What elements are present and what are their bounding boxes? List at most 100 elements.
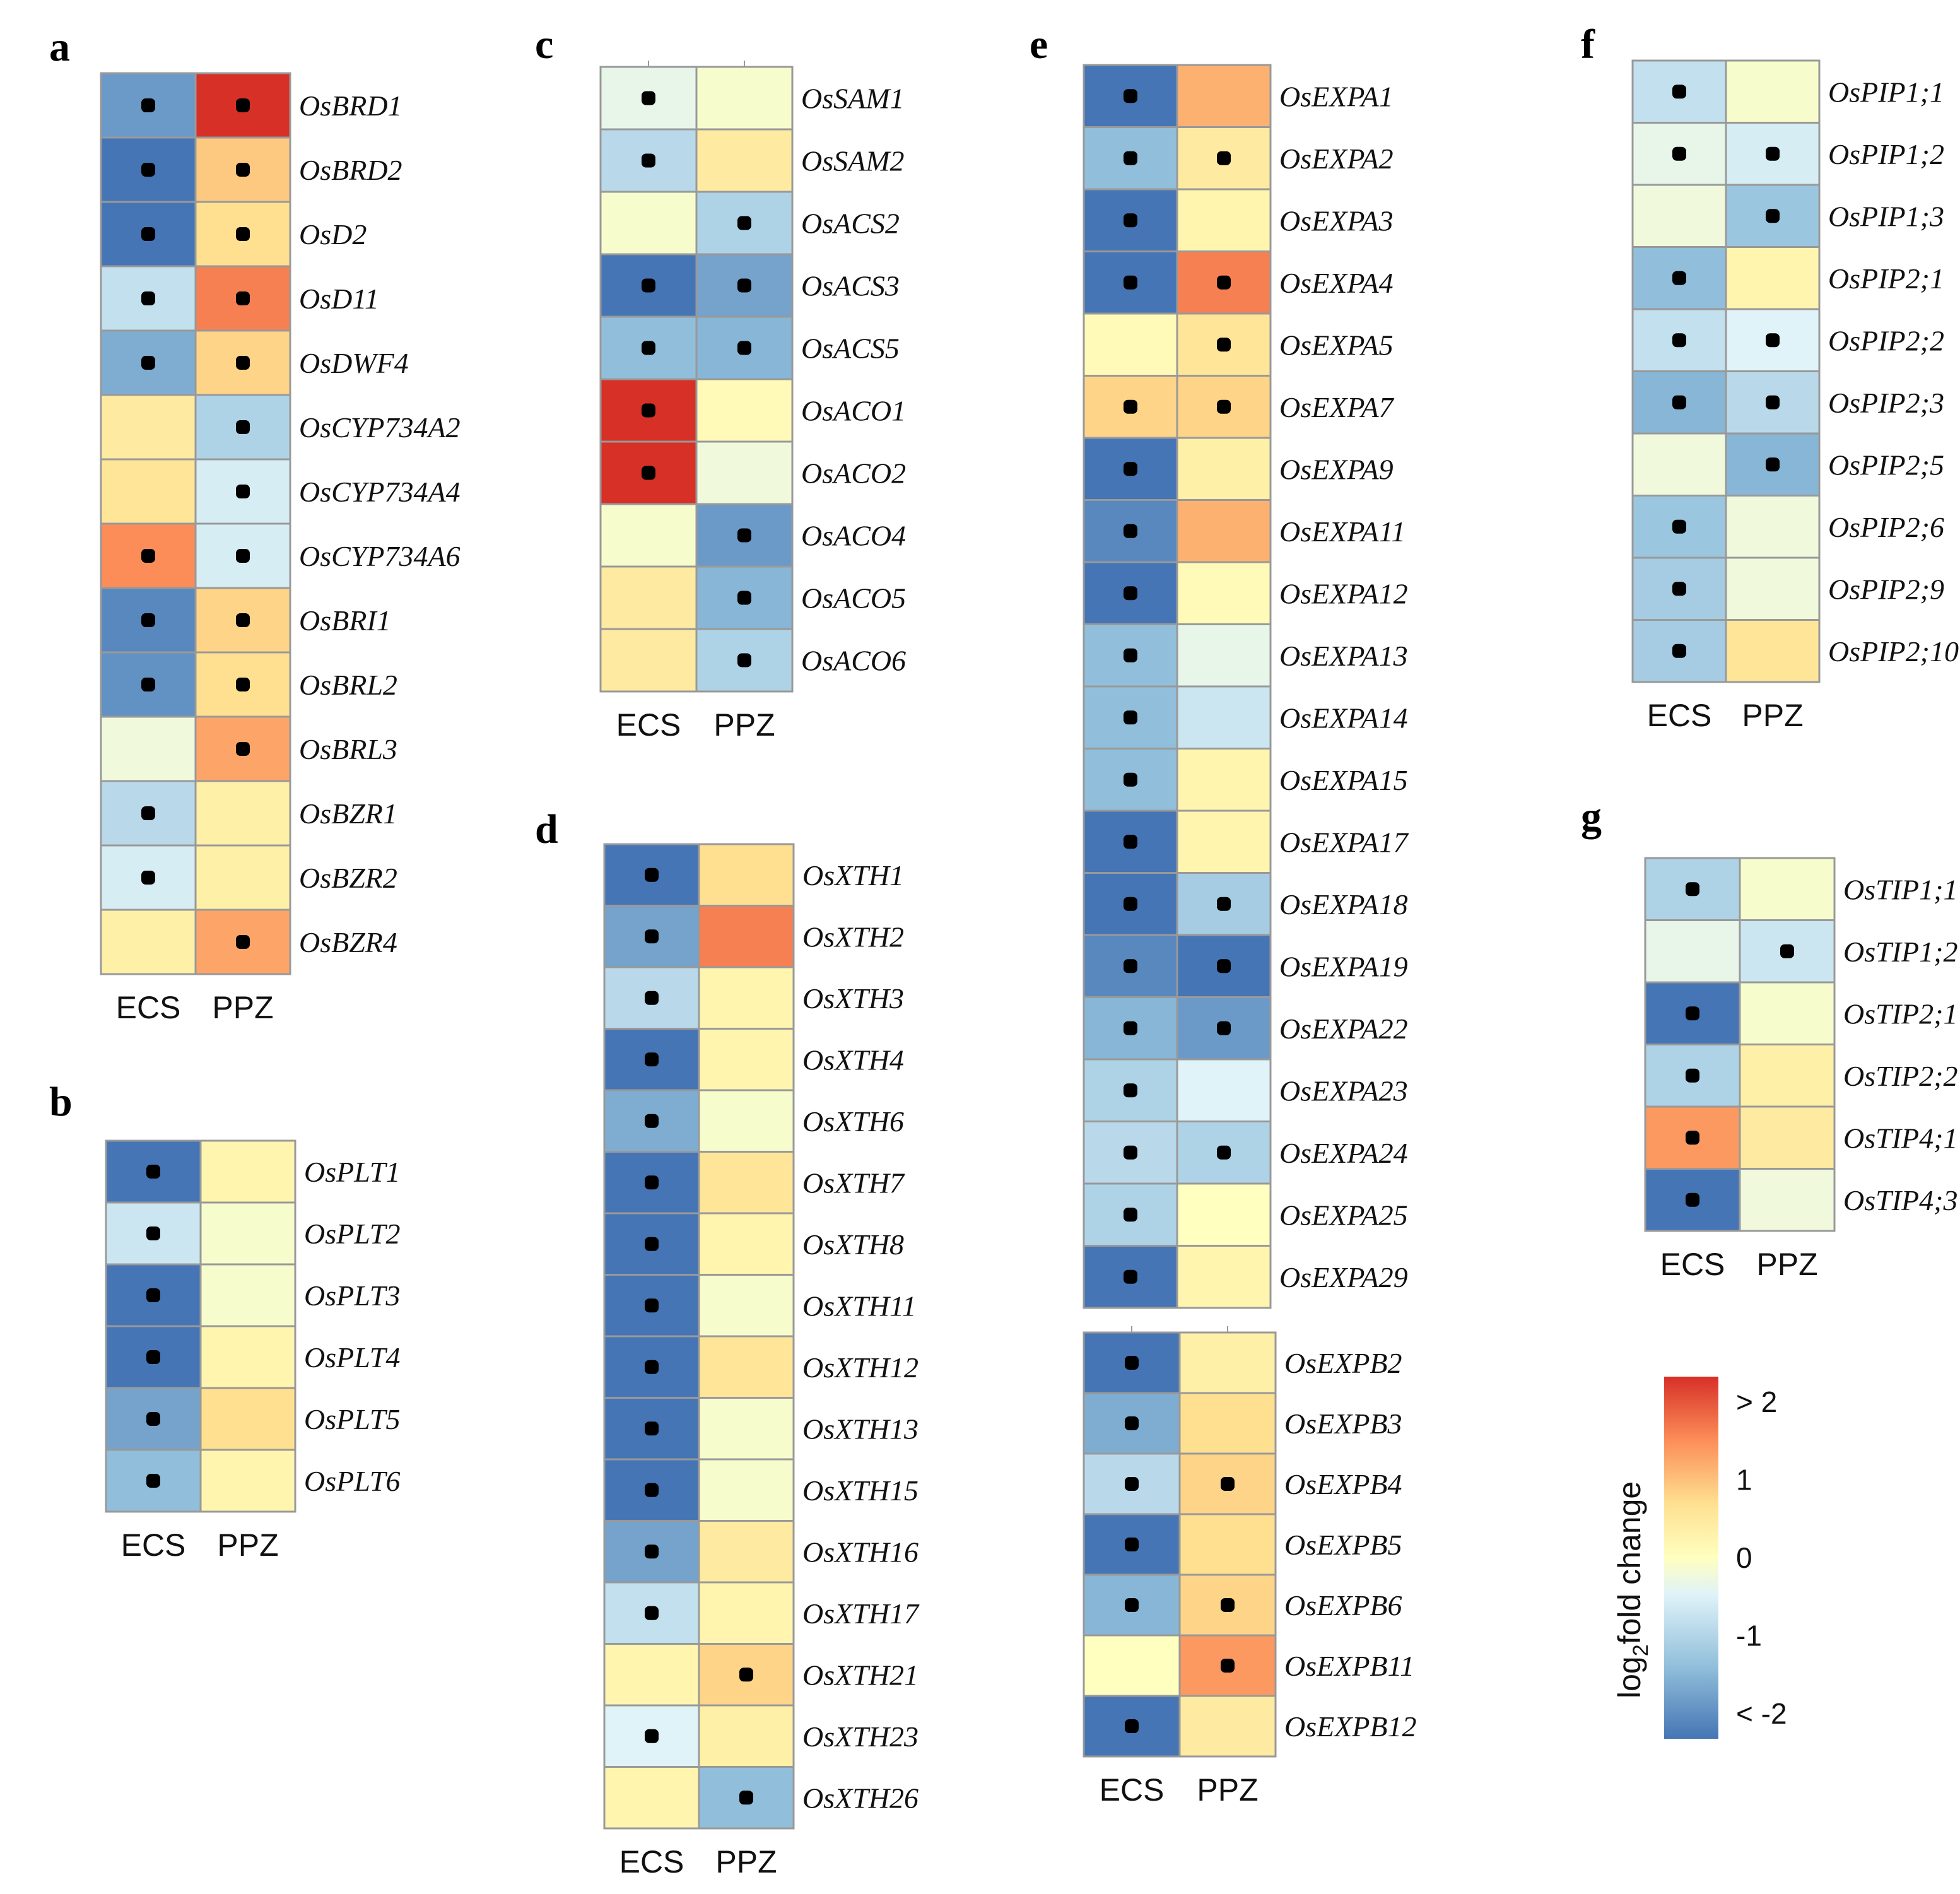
column-label-e2-PPZ: PPZ — [1197, 1772, 1258, 1808]
heatmap-cell-c-OsACO5-ECS — [599, 565, 698, 630]
gene-label-d-OsXTH17: OsXTH17 — [802, 1597, 920, 1630]
significance-dot-c-OsSAM2-ECS — [642, 153, 655, 168]
significance-dot-e-OsEXPA18-ECS — [1124, 897, 1137, 911]
heatmap-cell-a-OsBZR1-PPZ — [194, 780, 291, 847]
heatmap-cell-b-OsPLT6-ECS — [105, 1449, 202, 1513]
column-label-d-ECS: ECS — [619, 1844, 684, 1879]
heatmap-cell-d-OsXTH1-PPZ — [698, 843, 795, 907]
gene-label-c-OsACO2: OsACO2 — [801, 457, 906, 490]
significance-dot-d-OsXTH11-ECS — [645, 1298, 659, 1313]
gene-label-a-OsBRD1: OsBRD1 — [299, 90, 402, 122]
significance-dot-e-OsEXPA12-ECS — [1124, 586, 1137, 601]
gene-label-c-OsACO4: OsACO4 — [801, 520, 906, 552]
significance-dot-e-OsEXPA4-PPZ — [1217, 275, 1231, 290]
gene-label-e-OsEXPA24: OsEXPA24 — [1279, 1137, 1408, 1169]
gene-label-e2-OsEXPB4: OsEXPB4 — [1284, 1468, 1402, 1500]
heatmap-cell-c-OsACO2-PPZ — [695, 440, 794, 505]
gene-label-a-OsBRI1: OsBRI1 — [299, 604, 391, 637]
significance-dot-a-OsCYP734A6-PPZ — [236, 549, 250, 563]
heatmap-cell-a-OsBRL3-ECS — [100, 715, 197, 782]
heatmap-cell-d-OsXTH15-PPZ — [698, 1458, 795, 1522]
heatmap-cell-c-OsACO4-ECS — [599, 503, 698, 568]
gene-label-d-OsXTH15: OsXTH15 — [802, 1474, 918, 1507]
significance-dot-a-OsBRI1-PPZ — [236, 613, 250, 627]
significance-dot-f-OsPIP2;2-PPZ — [1766, 333, 1780, 348]
significance-dot-c-OsACS2-PPZ — [737, 216, 751, 230]
significance-dot-e-OsEXPA1-ECS — [1124, 89, 1137, 103]
heatmap-cell-e-OsEXPA17-PPZ — [1176, 809, 1272, 874]
significance-dot-f-OsPIP2;5-PPZ — [1766, 457, 1780, 472]
column-label-c-ECS: ECS — [616, 707, 681, 743]
heatmap-cell-e-OsEXPA5-ECS — [1083, 312, 1178, 377]
gene-label-b-OsPLT6: OsPLT6 — [304, 1465, 400, 1497]
gene-label-a-OsDWF4: OsDWF4 — [299, 347, 409, 379]
significance-dot-a-OsBZR2-ECS — [141, 871, 155, 885]
significance-dot-g-OsTIP4;3-ECS — [1686, 1192, 1699, 1207]
heatmap-cell-d-OsXTH3-PPZ — [698, 966, 795, 1030]
gene-label-e-OsEXPA14: OsEXPA14 — [1279, 702, 1408, 734]
significance-dot-b-OsPLT6-ECS — [146, 1474, 160, 1488]
gene-label-a-OsCYP734A4: OsCYP734A4 — [299, 476, 461, 508]
significance-dot-d-OsXTH15-ECS — [645, 1483, 659, 1497]
gene-label-d-OsXTH8: OsXTH8 — [802, 1228, 904, 1261]
gene-label-a-OsCYP734A6: OsCYP734A6 — [299, 540, 461, 572]
significance-dot-b-OsPLT4-ECS — [146, 1350, 160, 1364]
heatmap-cell-e-OsEXPA13-PPZ — [1176, 623, 1272, 688]
heatmap-cell-d-OsXTH7-PPZ — [698, 1151, 795, 1215]
heatmap-cell-e-OsEXPA1-PPZ — [1176, 64, 1272, 128]
heatmap-cell-b-OsPLT6-PPZ — [199, 1449, 296, 1513]
significance-dot-a-OsBRI1-ECS — [141, 613, 155, 627]
heatmap-cell-e-OsEXPA29-PPZ — [1176, 1245, 1272, 1309]
gene-label-a-OsBRL2: OsBRL2 — [299, 669, 397, 701]
significance-dot-d-OsXTH26-PPZ — [739, 1791, 753, 1805]
gene-label-e2-OsEXPB6: OsEXPB6 — [1284, 1589, 1402, 1621]
heatmap-cell-e-OsEXPA11-PPZ — [1176, 499, 1272, 563]
significance-dot-f-OsPIP2;1-ECS — [1672, 271, 1686, 285]
heatmap-panel-e: OsEXPA1 OsEXPA2 OsEXPA3 OsEXPA4 OsEXPA5 OsEXP… — [1083, 64, 1409, 1309]
significance-dot-e-OsEXPA18-PPZ — [1217, 897, 1231, 911]
gene-label-e2-OsEXPB2: OsEXPB2 — [1284, 1347, 1402, 1379]
significance-dot-a-OsBRL3-PPZ — [236, 742, 250, 756]
significance-dot-e-OsEXPA2-ECS — [1124, 151, 1137, 165]
gene-label-f-OsPIP2;9: OsPIP2;9 — [1828, 573, 1944, 605]
significance-dot-e-OsEXPA22-PPZ — [1217, 1021, 1231, 1035]
significance-dot-d-OsXTH6-ECS — [645, 1114, 659, 1128]
heatmap-cell-d-OsXTH13-PPZ — [698, 1397, 795, 1461]
significance-dot-f-OsPIP1;2-PPZ — [1766, 146, 1780, 161]
significance-dot-b-OsPLT3-ECS — [146, 1288, 160, 1302]
significance-dot-f-OsPIP1;3-PPZ — [1766, 209, 1780, 223]
heatmap-cell-f-OsPIP2;9-PPZ — [1725, 556, 1821, 621]
heatmap-cell-f-OsPIP1;1-PPZ — [1725, 59, 1821, 124]
significance-dot-b-OsPLT2-ECS — [146, 1226, 160, 1240]
legend-tick-label: 0 — [1736, 1541, 1752, 1574]
gene-label-g-OsTIP4;1: OsTIP4;1 — [1843, 1122, 1957, 1154]
significance-dot-e-OsEXPA25-ECS — [1124, 1208, 1137, 1222]
significance-dot-a-OsCYP734A6-ECS — [141, 549, 155, 563]
significance-dot-c-OsACS3-PPZ — [737, 278, 751, 293]
significance-dot-e2-OsEXPB3-ECS — [1125, 1416, 1139, 1430]
significance-dot-c-OsACO4-PPZ — [737, 528, 751, 543]
gene-label-d-OsXTH13: OsXTH13 — [802, 1413, 918, 1445]
heatmap-cell-e2-OsEXPB5-PPZ — [1178, 1513, 1277, 1576]
significance-dot-e-OsEXPA4-ECS — [1124, 275, 1137, 290]
heatmap-cell-d-OsXTH12-PPZ — [698, 1335, 795, 1399]
significance-dot-e2-OsEXPB4-PPZ — [1221, 1477, 1235, 1491]
heatmap-cell-d-OsXTH8-PPZ — [698, 1212, 795, 1276]
significance-dot-a-OsCYP734A2-PPZ — [236, 420, 250, 434]
significance-dot-c-OsACS5-PPZ — [737, 341, 751, 355]
significance-dot-a-OsBZR1-ECS — [141, 806, 155, 820]
gene-label-c-OsSAM1: OsSAM1 — [801, 83, 905, 115]
gene-label-c-OsACS3: OsACS3 — [801, 270, 900, 302]
significance-dot-c-OsACO1-ECS — [642, 403, 655, 418]
gene-label-e-OsEXPA12: OsEXPA12 — [1279, 577, 1408, 609]
gene-label-a-OsD2: OsD2 — [299, 218, 367, 250]
gene-label-d-OsXTH2: OsXTH2 — [802, 921, 904, 953]
gene-label-c-OsACO6: OsACO6 — [801, 645, 906, 677]
gene-label-e-OsEXPA19: OsEXPA19 — [1279, 950, 1408, 982]
significance-dot-a-OsBRD1-ECS — [141, 98, 155, 112]
significance-dot-e2-OsEXPB11-PPZ — [1221, 1659, 1235, 1673]
heatmap-cell-c-OsSAM1-PPZ — [695, 66, 794, 131]
gene-label-b-OsPLT3: OsPLT3 — [304, 1279, 400, 1312]
heatmap-cell-c-OsACO1-PPZ — [695, 378, 794, 443]
heatmap-cell-f-OsPIP2;5-ECS — [1631, 432, 1727, 497]
